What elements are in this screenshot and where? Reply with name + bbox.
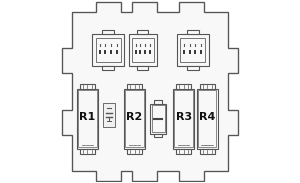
Bar	[80, 149, 95, 154]
Bar	[132, 38, 154, 62]
Bar	[187, 30, 199, 34]
Bar	[174, 90, 193, 147]
Bar	[173, 89, 194, 149]
Text: R3: R3	[176, 112, 192, 122]
Bar	[176, 149, 191, 154]
Bar	[151, 104, 166, 134]
Bar	[78, 90, 97, 147]
Bar	[177, 34, 208, 66]
Bar	[197, 89, 218, 149]
Text: R2: R2	[126, 112, 143, 122]
Bar	[176, 84, 191, 89]
Bar	[129, 34, 157, 66]
Bar	[92, 34, 124, 66]
Bar	[152, 105, 165, 132]
Bar	[102, 30, 114, 34]
Bar	[187, 66, 199, 70]
Bar	[124, 89, 145, 149]
Bar	[77, 89, 98, 149]
Bar	[137, 66, 148, 70]
Bar	[180, 38, 205, 62]
Text: R1: R1	[79, 112, 95, 122]
Bar	[80, 84, 95, 89]
Text: R4: R4	[199, 112, 215, 122]
Bar	[96, 38, 121, 62]
Bar	[154, 100, 162, 104]
Bar	[103, 103, 115, 127]
Bar	[127, 84, 142, 89]
Polygon shape	[62, 2, 238, 181]
Bar	[154, 134, 162, 137]
Bar	[102, 66, 114, 70]
Bar	[125, 90, 144, 147]
Bar	[198, 90, 216, 147]
Bar	[127, 149, 142, 154]
Bar	[200, 149, 214, 154]
Bar	[137, 30, 148, 34]
Bar	[200, 84, 214, 89]
